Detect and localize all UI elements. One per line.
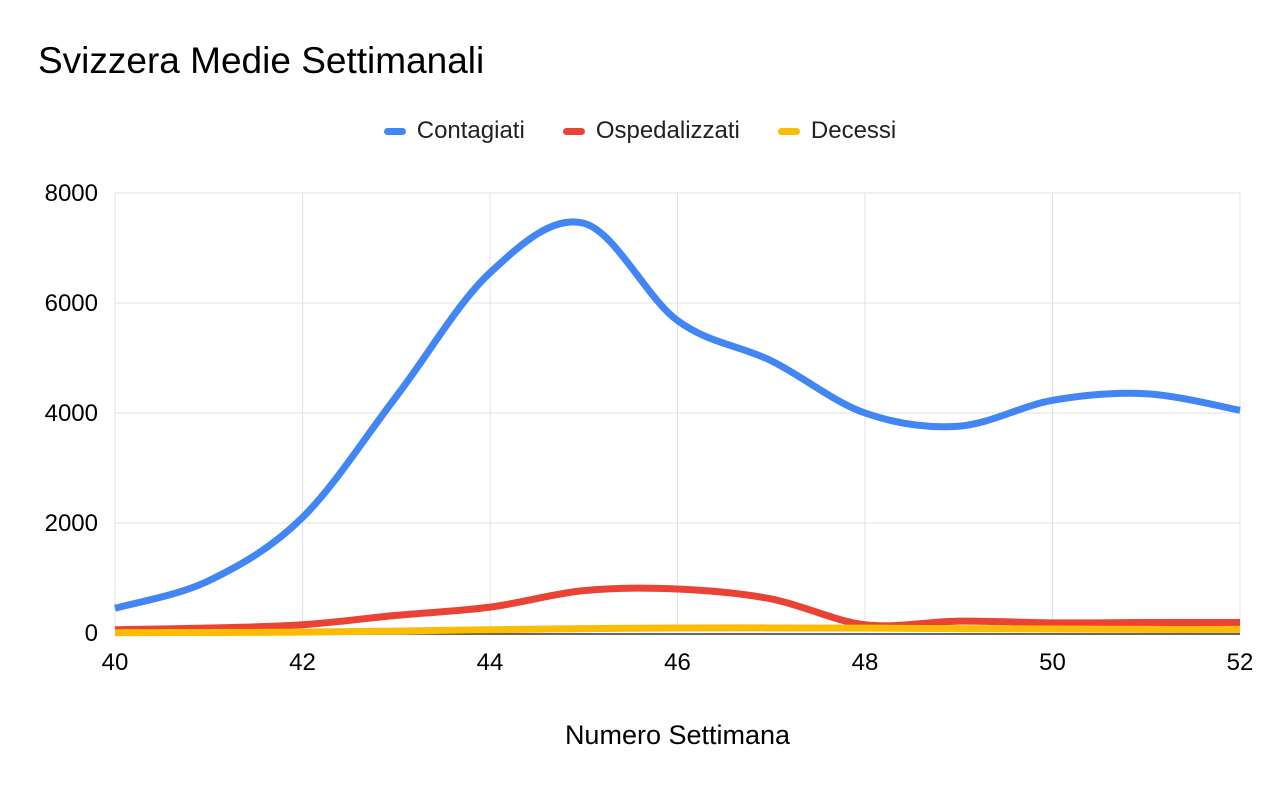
x-tick-label: 50: [1039, 649, 1066, 676]
legend-swatch-contagiati: [383, 127, 406, 135]
x-tick-label: 40: [102, 649, 129, 676]
legend-label: Contagiati: [416, 117, 525, 144]
legend-item-ospedalizzati[interactable]: Ospedalizzati: [562, 117, 740, 145]
y-tick-label: 6000: [45, 290, 98, 317]
series-line-contagiati[interactable]: [114, 218, 1241, 612]
x-tick-label: 48: [852, 649, 879, 676]
x-tick-label: 46: [664, 649, 691, 676]
gridlines: [114, 192, 1241, 633]
x-axis-title: Numero Settimana: [564, 720, 791, 750]
tick-labels: 0 2000 4000 6000 8000 40 42 44 46 48 50 52: [45, 180, 1254, 676]
legend-swatch-decessi: [777, 127, 800, 135]
series-line-decessi[interactable]: [114, 624, 1241, 637]
legend-label: Decessi: [810, 117, 897, 144]
x-tick-label: 52: [1227, 649, 1254, 676]
y-tick-label: 2000: [45, 510, 98, 537]
legend-item-decessi[interactable]: Decessi: [777, 117, 897, 145]
y-tick-label: 8000: [45, 180, 98, 207]
x-tick-label: 44: [477, 649, 504, 676]
y-tick-label: 4000: [45, 400, 98, 427]
chart-title: Svizzera Medie Settimanali: [38, 40, 485, 81]
legend-label: Ospedalizzati: [595, 117, 740, 144]
x-tick-label: 42: [289, 649, 316, 676]
legend-item-contagiati[interactable]: Contagiati: [383, 117, 525, 145]
y-tick-label: 0: [85, 620, 98, 647]
legend: Contagiati Ospedalizzati Decessi: [0, 117, 1280, 145]
legend-swatch-ospedalizzati: [562, 127, 585, 135]
series-line-ospedalizzati[interactable]: [114, 584, 1241, 634]
